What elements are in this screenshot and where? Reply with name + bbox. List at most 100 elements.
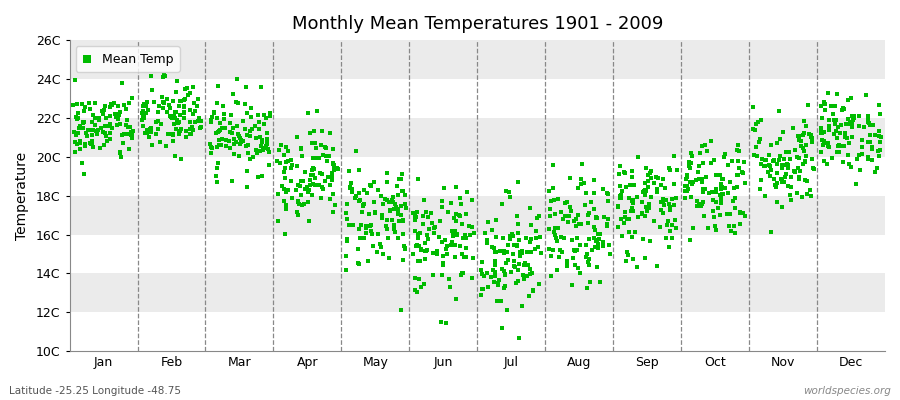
Mean Temp xyxy=(103,104,117,110)
Mean Temp xyxy=(85,140,99,146)
Mean Temp xyxy=(321,152,336,159)
Mean Temp xyxy=(398,192,412,198)
Mean Temp xyxy=(773,152,788,159)
Mean Temp xyxy=(650,189,664,195)
Mean Temp xyxy=(104,125,119,131)
Mean Temp xyxy=(466,254,481,261)
Mean Temp xyxy=(828,128,842,134)
Mean Temp xyxy=(251,111,266,118)
Mean Temp xyxy=(659,235,673,242)
Mean Temp xyxy=(779,162,794,169)
Mean Temp xyxy=(722,223,736,229)
Mean Temp xyxy=(616,220,631,226)
Mean Temp xyxy=(277,175,292,181)
Mean Temp xyxy=(173,112,187,118)
Mean Temp xyxy=(346,222,360,228)
Mean Temp xyxy=(715,176,729,182)
Mean Temp xyxy=(518,276,532,282)
Mean Temp xyxy=(256,146,270,153)
Mean Temp xyxy=(391,207,405,214)
Mean Temp xyxy=(77,140,92,147)
Mean Temp xyxy=(76,171,91,177)
Mean Temp xyxy=(643,238,657,244)
Mean Temp xyxy=(796,161,811,167)
Mean Temp xyxy=(686,179,700,186)
Mean Temp xyxy=(489,248,503,255)
Mean Temp xyxy=(477,272,491,279)
Mean Temp xyxy=(794,138,808,144)
Mean Temp xyxy=(183,118,197,125)
Mean Temp xyxy=(497,285,511,291)
Mean Temp xyxy=(112,109,127,116)
Mean Temp xyxy=(714,181,728,187)
Mean Temp xyxy=(455,270,470,276)
Mean Temp xyxy=(257,144,272,151)
Mean Temp xyxy=(564,208,579,214)
Mean Temp xyxy=(715,200,729,206)
Mean Temp xyxy=(753,185,768,192)
Mean Temp xyxy=(343,183,357,190)
Mean Temp xyxy=(135,117,149,123)
Mean Temp xyxy=(680,174,694,180)
Mean Temp xyxy=(450,231,464,238)
Mean Temp xyxy=(814,125,829,132)
Mean Temp xyxy=(87,121,102,128)
Mean Temp xyxy=(301,199,315,205)
Mean Temp xyxy=(587,189,601,196)
Mean Temp xyxy=(91,126,105,133)
Mean Temp xyxy=(219,136,233,143)
Mean Temp xyxy=(806,135,820,141)
Mean Temp xyxy=(734,168,749,175)
Mean Temp xyxy=(279,159,293,165)
Mean Temp xyxy=(843,95,858,102)
Mean Temp xyxy=(601,198,616,204)
Mean Temp xyxy=(498,270,512,277)
Mean Temp xyxy=(316,186,330,192)
Mean Temp xyxy=(801,102,815,108)
Mean Temp xyxy=(611,224,625,230)
Mean Temp xyxy=(853,166,868,173)
Mean Temp xyxy=(72,123,86,129)
Mean Temp xyxy=(278,231,293,237)
Bar xyxy=(69,118,885,157)
Mean Temp xyxy=(787,168,801,174)
Mean Temp xyxy=(180,85,194,91)
Mean Temp xyxy=(291,212,305,218)
Mean Temp xyxy=(780,164,795,171)
Mean Temp xyxy=(554,209,568,216)
Mean Temp xyxy=(514,303,528,310)
Mean Temp xyxy=(227,141,241,147)
Mean Temp xyxy=(315,184,329,190)
Mean Temp xyxy=(412,276,427,282)
Mean Temp xyxy=(270,191,284,198)
Mean Temp xyxy=(694,203,708,210)
Mean Temp xyxy=(184,131,198,137)
Mean Temp xyxy=(626,208,640,214)
Mean Temp xyxy=(701,225,716,231)
Mean Temp xyxy=(696,142,710,149)
Mean Temp xyxy=(761,169,776,176)
Mean Temp xyxy=(314,142,328,148)
Mean Temp xyxy=(873,146,887,153)
Mean Temp xyxy=(391,235,405,241)
Mean Temp xyxy=(507,242,521,248)
Mean Temp xyxy=(271,218,285,224)
Mean Temp xyxy=(437,237,452,243)
Mean Temp xyxy=(325,170,339,176)
Mean Temp xyxy=(408,213,422,219)
Mean Temp xyxy=(313,170,328,176)
Mean Temp xyxy=(211,129,225,135)
Mean Temp xyxy=(445,239,459,245)
Mean Temp xyxy=(611,171,625,177)
Mean Temp xyxy=(309,144,323,151)
Mean Temp xyxy=(600,220,615,227)
Mean Temp xyxy=(393,202,408,209)
Mean Temp xyxy=(784,184,798,190)
Mean Temp xyxy=(631,213,645,220)
Mean Temp xyxy=(696,199,710,206)
Mean Temp xyxy=(775,204,789,210)
Mean Temp xyxy=(116,131,130,137)
Mean Temp xyxy=(319,152,333,159)
Mean Temp xyxy=(166,131,180,137)
Mean Temp xyxy=(715,183,729,190)
